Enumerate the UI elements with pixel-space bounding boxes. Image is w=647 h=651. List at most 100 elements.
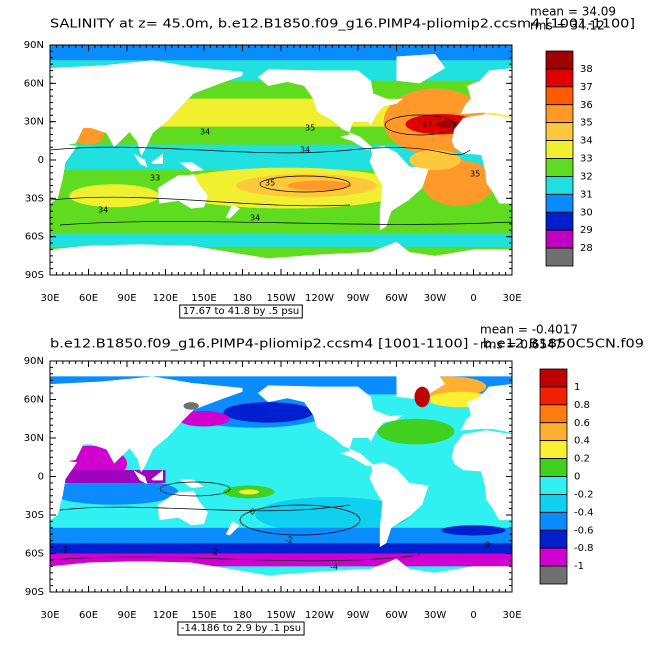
- colorbar-box: [545, 68, 574, 88]
- lon-label: 120E: [153, 610, 178, 621]
- colorbar-box: [545, 211, 574, 231]
- contour-label: 0: [250, 508, 255, 517]
- lon-label: 30W: [424, 293, 447, 304]
- lon-label: 90E: [117, 293, 136, 304]
- colorbar-label: 33: [580, 154, 593, 165]
- lat-label: 30S: [25, 193, 44, 204]
- lat-label: 90N: [24, 40, 44, 51]
- colorbar-box: [545, 193, 574, 213]
- colorbar-label: 0.2: [574, 454, 590, 465]
- info-box: [177, 621, 305, 636]
- lon-label: 30W: [424, 610, 447, 621]
- colorbar-label: 31: [580, 189, 593, 200]
- lat-label: 60S: [25, 232, 44, 243]
- colorbar-box: [539, 565, 568, 585]
- colorbar-box: [539, 368, 568, 388]
- lat-label: 90S: [25, 270, 44, 281]
- lon-label: 150E: [191, 610, 216, 621]
- contour-label: -2: [60, 546, 68, 555]
- colorbar-box: [545, 122, 574, 141]
- lat-label: 60N: [24, 78, 44, 89]
- contours: [50, 114, 512, 226]
- colorbar-label: 36: [580, 100, 593, 111]
- lon-label: 30E: [502, 610, 521, 621]
- colorbar-box: [545, 158, 574, 177]
- lon-label: 120E: [153, 293, 178, 304]
- lat-label: 60S: [25, 549, 44, 560]
- mean-label: mean = 34.09: [530, 5, 616, 19]
- colorbar-label: 0.8: [574, 400, 590, 411]
- lon-label: 0: [470, 293, 476, 304]
- colorbar-label: 38: [580, 64, 593, 75]
- lon-label: 90W: [347, 293, 370, 304]
- panel-title: SALINITY at z= 45.0m, b.e12.B1850.f09_g1…: [50, 17, 635, 31]
- colorbar-label: 34: [580, 136, 593, 147]
- colorbar-box: [539, 422, 568, 442]
- lon-label: 90W: [347, 610, 370, 621]
- colorbar-label: 0.4: [574, 436, 590, 447]
- lon-label: 90E: [117, 610, 136, 621]
- contour-label: 34: [200, 128, 210, 137]
- lon-label: 150W: [267, 610, 296, 621]
- colorbar-box: [545, 247, 574, 267]
- colorbar-box: [545, 140, 574, 159]
- colorbar-box: [545, 176, 574, 195]
- lat-label: 30S: [25, 510, 44, 521]
- contour-label: -2: [210, 548, 218, 557]
- colorbar-box: [539, 440, 568, 459]
- colorbar-label: 29: [580, 225, 593, 236]
- lon-label: 60W: [385, 610, 408, 621]
- colorbar-box: [539, 494, 568, 513]
- colorbar-label: -0.8: [574, 543, 594, 554]
- map-field: [50, 45, 512, 275]
- colorbar-label: -0.2: [574, 489, 594, 500]
- lon-label: 30E: [502, 293, 521, 304]
- colorbar-box: [539, 458, 568, 477]
- lon-label: 150W: [267, 293, 296, 304]
- lat-label: 90N: [24, 356, 44, 367]
- colorbar-box: [539, 547, 568, 567]
- colorbar-label: 28: [580, 243, 593, 254]
- info-box: [179, 304, 303, 319]
- lat-label: 60N: [24, 395, 44, 406]
- contour-label: -2: [285, 536, 293, 545]
- colorbar-label: 35: [580, 118, 593, 129]
- lon-label: 120W: [305, 610, 334, 621]
- contour-label: 0: [485, 541, 490, 550]
- contour-label: 33: [150, 174, 160, 183]
- colorbar-box: [539, 476, 568, 495]
- colorbar-box: [539, 511, 568, 531]
- colorbar-box: [539, 529, 568, 549]
- rms-label: rms = 0.6547: [480, 338, 562, 352]
- contour-label: -4: [330, 563, 338, 572]
- lon-label: 60W: [385, 293, 408, 304]
- contour-info: 17.67 to 41.8 by .5 psu: [183, 306, 300, 317]
- colorbar-label: 1: [574, 382, 580, 393]
- panel-title: b.e12.B1850.f09_g16.PIMP4-pliomip2.ccsm4…: [50, 337, 644, 351]
- colorbar-label: -1: [574, 561, 584, 572]
- colorbar-label: 0.6: [574, 418, 590, 429]
- lon-label: 30E: [40, 610, 59, 621]
- lon-label: 0: [470, 610, 476, 621]
- colorbar-box: [545, 229, 574, 249]
- lon-label: 180: [233, 610, 252, 621]
- colorbar-box: [539, 404, 568, 424]
- rms-label: rms = 34.12: [530, 19, 605, 33]
- contour-label: 35: [470, 170, 480, 179]
- colorbar-box: [545, 50, 574, 70]
- contour-label: 37: [422, 121, 432, 130]
- lon-label: 180: [233, 293, 252, 304]
- lat-label: 90S: [25, 587, 44, 598]
- colorbar-label: -0.4: [574, 507, 594, 518]
- lon-label: 30E: [40, 293, 59, 304]
- contour-label: 35: [265, 179, 275, 188]
- contour-label: 35: [305, 124, 315, 133]
- contour-label: 34: [98, 206, 108, 215]
- colorbar-label: 32: [580, 171, 593, 182]
- contour-info: -14.186 to 2.9 by .1 psu: [181, 623, 301, 634]
- colorbar-box: [545, 86, 574, 106]
- lat-label: 30N: [24, 117, 44, 128]
- colorbar-label: 0: [574, 472, 580, 483]
- lon-label: 60E: [79, 293, 98, 304]
- mean-label: mean = -0.4017: [480, 323, 578, 337]
